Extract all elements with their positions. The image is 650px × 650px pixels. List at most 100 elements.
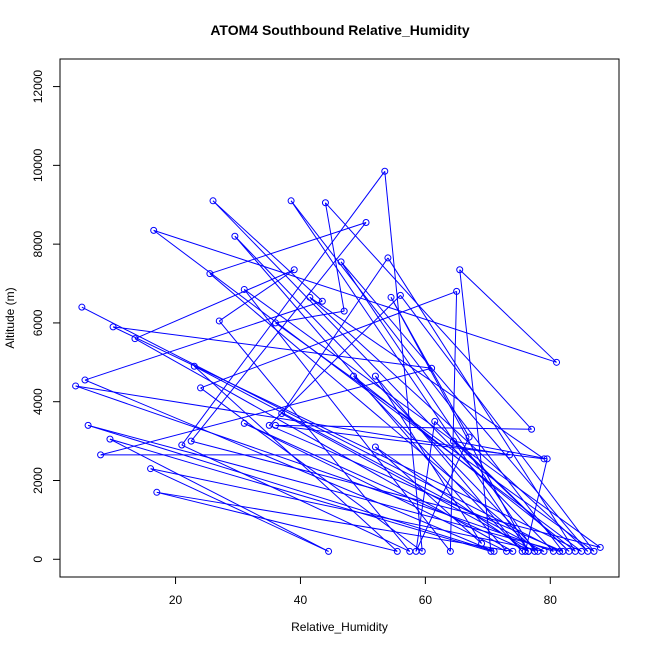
line-segment <box>340 261 589 552</box>
data-point <box>206 270 214 278</box>
data-point <box>318 297 326 305</box>
line-segment <box>524 458 548 552</box>
data-point <box>231 232 239 240</box>
y-tick-label: 0 <box>31 556 45 563</box>
data-point <box>240 285 248 293</box>
data-point <box>150 226 158 234</box>
data-point <box>490 547 498 555</box>
data-point <box>337 258 345 266</box>
y-tick-label: 4000 <box>31 388 45 415</box>
line-segment <box>353 375 523 552</box>
line-segment <box>84 300 323 381</box>
line-segment <box>87 424 495 552</box>
data-point <box>78 303 86 311</box>
line-segment <box>244 422 507 552</box>
data-point <box>503 547 511 555</box>
data-point <box>381 167 389 175</box>
line-segment <box>75 385 554 552</box>
line-segment <box>113 326 432 369</box>
data-point <box>290 266 298 274</box>
line-segment <box>181 170 386 446</box>
line-segment <box>374 375 483 544</box>
data-point <box>412 547 420 555</box>
data-point <box>362 218 370 226</box>
x-axis: 20 40 60 80 <box>169 577 557 607</box>
line-segment <box>109 438 492 552</box>
line-segment <box>200 290 457 389</box>
line-segment <box>453 440 570 552</box>
data-point <box>387 293 395 301</box>
line-segment <box>218 320 411 552</box>
data-point <box>187 437 195 445</box>
line-segment <box>375 375 523 552</box>
line-segment <box>212 200 323 302</box>
chart-title: ATOM4 Southbound Relative_Humidity <box>210 22 469 38</box>
x-tick-label: 20 <box>169 593 183 607</box>
line-segment <box>375 446 482 544</box>
data-point <box>271 421 279 429</box>
line-segment <box>153 229 557 363</box>
data-point <box>553 358 561 366</box>
line-segment <box>324 202 345 312</box>
line-segment <box>212 200 554 552</box>
y-tick-label: 12000 <box>31 70 45 104</box>
line-segment <box>415 436 470 552</box>
line-segment <box>134 269 295 340</box>
data-point <box>543 455 551 463</box>
line-segment <box>181 444 410 552</box>
line-segment <box>84 379 495 552</box>
line-segment <box>275 322 595 552</box>
line-segment <box>449 291 458 552</box>
line-segment <box>309 296 589 552</box>
y-tick-label: 8000 <box>31 230 45 257</box>
data-point <box>456 266 464 274</box>
series-lines <box>75 170 601 552</box>
data-point <box>428 364 436 372</box>
data-point <box>528 425 536 433</box>
data-point <box>153 488 161 496</box>
line-segment <box>209 222 367 275</box>
line-segment <box>150 468 329 552</box>
line-segment <box>459 269 492 552</box>
series-points <box>72 167 604 555</box>
line-segment <box>100 367 432 456</box>
x-tick-label: 80 <box>544 593 558 607</box>
data-point <box>340 307 348 315</box>
data-point <box>584 547 592 555</box>
line-segment <box>375 446 529 552</box>
data-point <box>240 419 248 427</box>
line-segment <box>290 200 529 552</box>
line-segment <box>156 491 513 552</box>
line-segment <box>156 491 398 552</box>
data-point <box>431 417 439 425</box>
line-segment <box>390 297 529 552</box>
data-point <box>549 547 557 555</box>
data-point <box>396 291 404 299</box>
line-segment <box>200 387 423 552</box>
data-point <box>178 441 186 449</box>
line-segment <box>218 269 295 322</box>
data-point <box>478 540 486 548</box>
line-segment <box>109 438 329 552</box>
data-point <box>393 547 401 555</box>
data-point <box>209 197 217 205</box>
data-point <box>72 382 80 390</box>
line-segment <box>387 257 576 552</box>
data-point <box>190 362 198 370</box>
line-segment <box>275 424 532 430</box>
line-segment <box>415 421 436 552</box>
data-point <box>131 335 139 343</box>
line-segment <box>309 296 545 460</box>
data-point <box>350 372 358 380</box>
line-segment <box>290 200 564 552</box>
line-segment <box>244 422 529 552</box>
data-point <box>271 319 279 327</box>
data-point <box>453 287 461 295</box>
data-point <box>446 547 454 555</box>
data-point <box>465 433 473 441</box>
line-segment <box>194 365 545 552</box>
data-point <box>306 293 314 301</box>
data-point <box>321 199 329 207</box>
line-segment <box>281 257 389 414</box>
